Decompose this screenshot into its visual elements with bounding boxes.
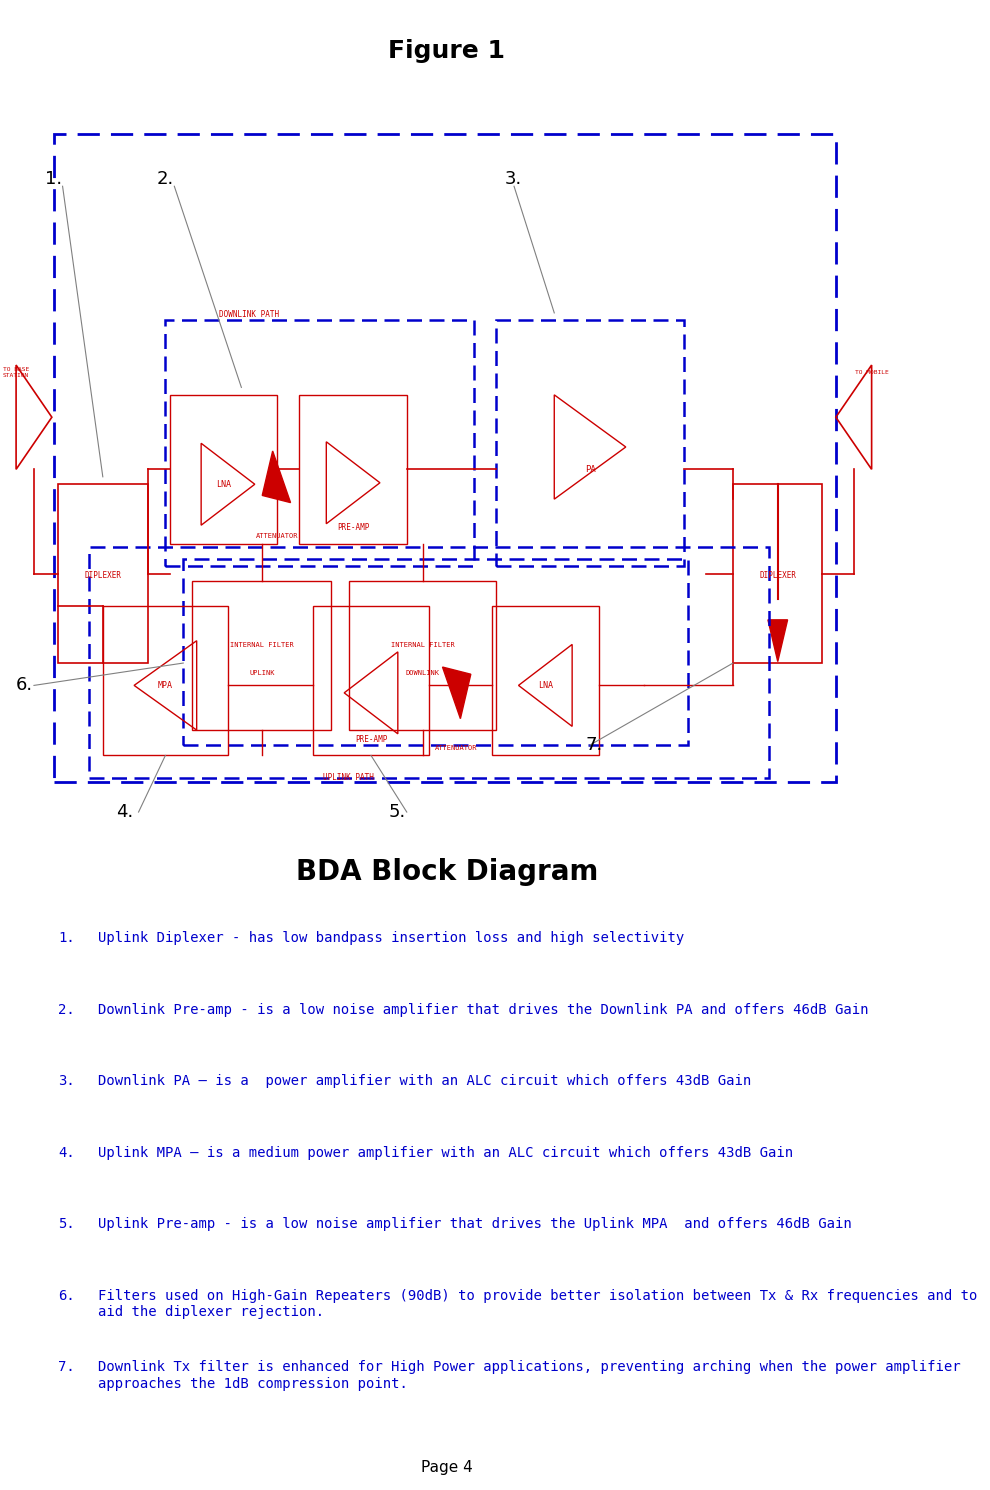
Text: 1.: 1. (45, 170, 61, 188)
Bar (58, 484, 148, 663)
Text: INTERNAL FILTER: INTERNAL FILTER (230, 642, 294, 648)
Bar (53, 134, 836, 782)
Bar (313, 606, 429, 755)
Bar (183, 559, 688, 745)
Text: Uplink MPA – is a medium power amplifier with an ALC circuit which offers 43dB G: Uplink MPA – is a medium power amplifier… (98, 1146, 793, 1159)
Text: 2.: 2. (58, 1003, 75, 1016)
Text: Downlink PA – is a  power amplifier with an ALC circuit which offers 43dB Gain: Downlink PA – is a power amplifier with … (98, 1074, 751, 1088)
Bar (165, 320, 474, 566)
Bar (300, 395, 407, 544)
Bar (348, 581, 496, 730)
Text: 4.: 4. (58, 1146, 75, 1159)
Text: PRE-AMP: PRE-AMP (354, 735, 387, 744)
Text: LNA: LNA (216, 480, 231, 489)
Text: ATTENUATOR: ATTENUATOR (435, 745, 477, 751)
Text: LNA: LNA (538, 681, 552, 690)
Bar (733, 484, 823, 663)
Text: 6.: 6. (58, 1289, 75, 1302)
Text: 5.: 5. (58, 1217, 75, 1231)
Text: MPA: MPA (157, 681, 173, 690)
Text: 1.: 1. (58, 931, 75, 945)
Polygon shape (262, 451, 290, 502)
Text: Uplink Diplexer - has low bandpass insertion loss and high selectivity: Uplink Diplexer - has low bandpass inser… (98, 931, 685, 945)
Text: 3.: 3. (58, 1074, 75, 1088)
Bar (496, 320, 684, 566)
Text: DOWNLINK PATH: DOWNLINK PATH (219, 310, 279, 319)
Text: TO MOBILE: TO MOBILE (854, 370, 888, 375)
Text: 6.: 6. (16, 676, 34, 694)
Text: PRE-AMP: PRE-AMP (337, 523, 369, 532)
Text: Uplink Pre-amp - is a low noise amplifier that drives the Uplink MPA  and offers: Uplink Pre-amp - is a low noise amplifie… (98, 1217, 852, 1231)
Text: DIPLEXER: DIPLEXER (84, 571, 122, 580)
Text: UPLINK: UPLINK (249, 670, 274, 676)
Text: TO BASE
STATION: TO BASE STATION (3, 367, 30, 378)
Text: Downlink Tx filter is enhanced for High Power applications, preventing arching w: Downlink Tx filter is enhanced for High … (98, 1360, 961, 1390)
Bar (89, 547, 769, 778)
Text: INTERNAL FILTER: INTERNAL FILTER (391, 642, 454, 648)
Polygon shape (443, 668, 471, 718)
Text: Page 4: Page 4 (421, 1460, 473, 1475)
Text: UPLINK PATH: UPLINK PATH (323, 773, 374, 782)
Bar (492, 606, 599, 755)
Text: 3.: 3. (505, 170, 523, 188)
Text: Downlink Pre-amp - is a low noise amplifier that drives the Downlink PA and offe: Downlink Pre-amp - is a low noise amplif… (98, 1003, 869, 1016)
Text: Filters used on High-Gain Repeaters (90dB) to provide better isolation between T: Filters used on High-Gain Repeaters (90d… (98, 1289, 978, 1319)
Text: 5.: 5. (389, 803, 406, 821)
Text: DIPLEXER: DIPLEXER (759, 571, 796, 580)
Text: DOWNLINK: DOWNLINK (406, 670, 440, 676)
Bar (103, 606, 228, 755)
Polygon shape (768, 620, 788, 662)
Bar (170, 395, 277, 544)
Bar (192, 581, 331, 730)
Text: 2.: 2. (156, 170, 173, 188)
Text: 7.: 7. (58, 1360, 75, 1374)
Text: ATTENUATOR: ATTENUATOR (255, 533, 298, 539)
Text: 4.: 4. (116, 803, 134, 821)
Text: BDA Block Diagram: BDA Block Diagram (296, 858, 598, 885)
Text: PA: PA (585, 465, 595, 474)
Text: 7.: 7. (585, 736, 603, 754)
Text: Figure 1: Figure 1 (388, 39, 506, 63)
